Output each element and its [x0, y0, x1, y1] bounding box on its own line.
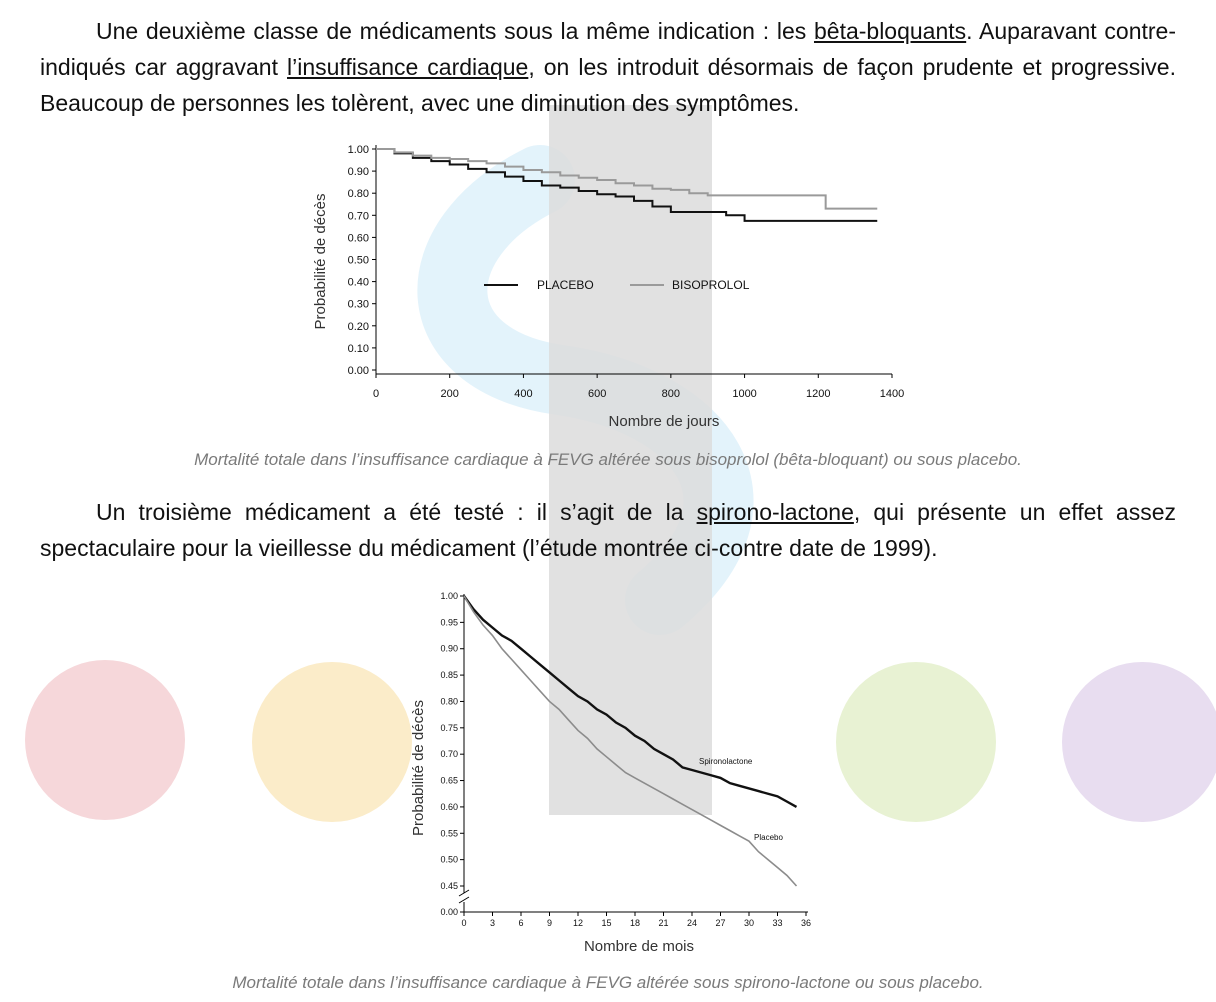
x-tick-label: 18 [630, 918, 640, 928]
x-tick-label: 30 [744, 918, 754, 928]
y-tick-label: 0.95 [440, 617, 458, 627]
y-tick-label: 0.40 [348, 277, 369, 289]
y-tick-label: 0.00 [348, 365, 369, 377]
link-beta-bloquants[interactable]: bêta-bloquants [813, 18, 967, 44]
x-tick-label: 0 [373, 388, 379, 400]
y-tick-label: 0.50 [348, 255, 369, 267]
y-tick-label: 0.70 [348, 210, 369, 222]
label-spironolactone: Spironolactone [699, 757, 753, 766]
legend-label-placebo: PLACEBO [537, 278, 594, 292]
y-tick-label: 0.80 [348, 188, 369, 200]
series-line-placebo [376, 148, 878, 222]
x-tick-label: 6 [518, 918, 523, 928]
axis-break-mark [458, 896, 470, 904]
x-tick-label: 3 [490, 918, 495, 928]
caption-2: Mortalité totale dans l’insuffisance car… [232, 973, 984, 992]
y-tick-label: 0.80 [440, 696, 458, 706]
label-placebo: Placebo [754, 833, 783, 842]
x-tick-label: 21 [658, 918, 668, 928]
x-tick-label: 200 [441, 388, 459, 400]
x-tick-label: 1000 [732, 388, 756, 400]
legend-label-bisoprolol: BISOPROLOL [672, 278, 750, 292]
y-tick-label: 1.00 [348, 144, 369, 156]
x-tick-label: 1200 [806, 388, 830, 400]
x-tick-label: 1400 [880, 388, 904, 400]
y-axis-label: Probabilité de décès [410, 700, 427, 836]
y-tick-label: 0.85 [440, 670, 458, 680]
paragraph-1-text-mid: . Auparavant contre-indiqués car aggrava… [40, 18, 1176, 80]
caption-1: Mortalité totale dans l’insuffisance car… [194, 450, 1022, 469]
series-line-placebo [463, 595, 798, 887]
paragraph-2-text: Un troisième médicament a été testé : il… [96, 499, 697, 525]
y-tick-label: 0.60 [440, 802, 458, 812]
link-spirono-lactone[interactable]: spirono-lactone [696, 499, 854, 525]
x-tick-label: 0 [461, 918, 466, 928]
y-tick-label: 0.75 [440, 723, 458, 733]
series-line-bisoprolol [376, 148, 878, 210]
x-tick-label: 24 [687, 918, 697, 928]
x-tick-label: 15 [601, 918, 611, 928]
bisoprolol-survival-chart: 0.00 0.10 0.20 0.30 0.40 0.50 0.60 0.70 0.80 0.90… [312, 144, 904, 430]
paragraph-2: Un troisième médicament a été testé : il… [40, 494, 1176, 566]
x-tick-label: 36 [801, 918, 811, 928]
y-tick-label: 0.00 [440, 907, 458, 917]
y-tick-label: 0.20 [348, 321, 369, 333]
paragraph-2-text-end: , qui présente un effet assez spectacula… [40, 499, 1176, 561]
y-tick-label: 0.50 [440, 855, 458, 865]
x-tick-label: 800 [662, 388, 680, 400]
y-tick-label: 1.00 [440, 591, 458, 601]
series-line-spironolactone [463, 595, 798, 808]
y-tick-label: 0.10 [348, 343, 369, 355]
y-tick-label: 0.90 [348, 166, 369, 178]
y-tick-label: 0.30 [348, 299, 369, 311]
x-axis-label: Nombre de mois [584, 938, 694, 955]
x-tick-label: 9 [547, 918, 552, 928]
x-axis-label: Nombre de jours [609, 413, 720, 430]
x-tick-label: 12 [573, 918, 583, 928]
x-tick-label: 400 [514, 388, 532, 400]
paragraph-1: Une deuxième classe de médicaments sous … [40, 13, 1176, 121]
y-tick-label: 0.55 [440, 828, 458, 838]
link-insuffisance-cardiaque[interactable]: l’insuffisance cardiaque [287, 54, 529, 80]
paragraph-1-text-end: , on les introduit désormais de façon pr… [40, 54, 1176, 116]
y-tick-label: 0.90 [440, 644, 458, 654]
axis-break-mark [458, 889, 470, 897]
x-tick-label: 33 [772, 918, 782, 928]
x-tick-label: 27 [715, 918, 725, 928]
y-tick-label: 0.70 [440, 749, 458, 759]
y-tick-label: 0.45 [440, 881, 458, 891]
y-axis-label: Probabilité de décès [312, 194, 329, 330]
x-tick-label: 600 [588, 388, 606, 400]
y-tick-label: 0.65 [440, 776, 458, 786]
paragraph-1-text: Une deuxième classe de médicaments sous … [96, 18, 814, 44]
y-tick-label: 0.60 [348, 232, 369, 244]
